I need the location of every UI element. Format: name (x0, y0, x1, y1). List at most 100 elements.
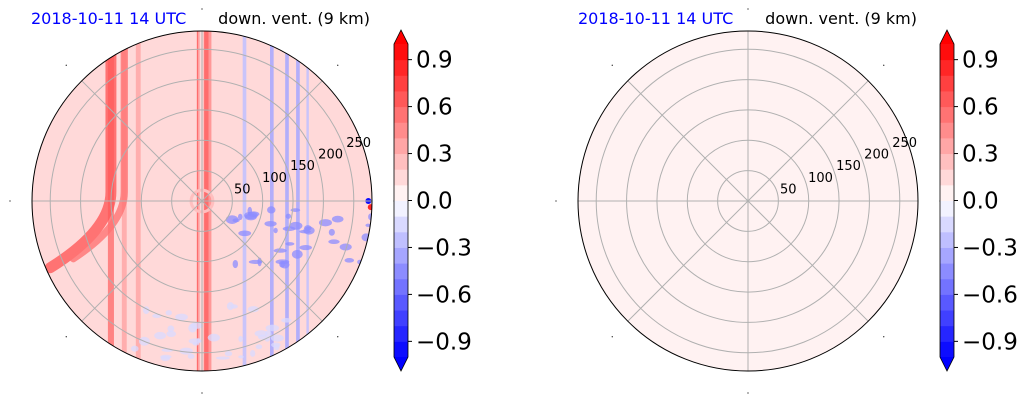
field-blob (207, 333, 220, 342)
colorbar-tick-label: 0.6 (416, 95, 453, 121)
colorbar-segment (394, 263, 408, 280)
left-time-label: 2018-10-11 14 UTC (31, 9, 186, 28)
colorbar-segment (394, 90, 408, 108)
field-blob (192, 341, 200, 346)
colorbar-extend-top (940, 30, 954, 44)
radial-tick-label: 50 (780, 182, 797, 197)
polar-outline (577, 30, 919, 372)
colorbar-tick-label: 0.3 (962, 142, 999, 168)
outer-tick-dot (65, 336, 67, 338)
field-blob (238, 230, 252, 237)
angular-gridline (747, 80, 869, 202)
colorbar-segment (940, 247, 954, 264)
left-colorbar: 0.9 0.6 0.3 0.0 −0.3 −0.6 −0.9 (393, 29, 472, 372)
radial-tick-label: 250 (346, 136, 371, 151)
colorbar-segment (394, 325, 408, 342)
field-blob (299, 245, 312, 251)
field-blob (279, 260, 286, 268)
outer-tick-dot (337, 336, 339, 338)
outer-tick-dot (201, 8, 203, 10)
angular-gridline (201, 80, 323, 202)
colorbar-segment (394, 153, 408, 170)
colorbar-segment (940, 263, 954, 280)
colorbar-tick-label: 0.3 (416, 142, 453, 168)
colorbar-tick-label: 0.6 (962, 95, 999, 121)
field-blob (232, 259, 239, 269)
colorbar-segment (940, 44, 954, 61)
outer-tick-dot (883, 64, 885, 66)
outer-tick-dot (611, 336, 613, 338)
field-blob (250, 350, 256, 357)
outer-tick-dot (747, 392, 749, 394)
colorbar-tick-label: −0.3 (962, 235, 1018, 261)
field-blob (331, 215, 344, 223)
angular-gridline (201, 200, 323, 322)
outer-tick-dot (201, 392, 203, 394)
field-blob (167, 325, 175, 333)
radial-tick-label: 100 (808, 171, 833, 186)
colorbar-segment (394, 294, 408, 311)
colorbar-outline (393, 29, 409, 372)
colorbar-outline (939, 29, 955, 372)
colorbar-segment (394, 184, 408, 201)
outer-tick-dot (337, 64, 339, 66)
colorbar-segment (394, 169, 408, 186)
colorbar-segment (394, 44, 408, 61)
colorbar-segment (940, 153, 954, 170)
field-blob (273, 227, 278, 234)
field-blob (289, 221, 303, 230)
colorbar-tick-label: −0.9 (416, 329, 472, 355)
colorbar-tick-label: −0.6 (416, 282, 472, 308)
colorbar-segment (394, 200, 408, 217)
outer-tick-dot (747, 8, 749, 10)
field-blob (188, 323, 197, 333)
colorbar-tick-label: −0.6 (962, 282, 1018, 308)
field-blob (273, 248, 287, 253)
field-blob (291, 249, 303, 259)
field-blob (303, 226, 315, 235)
radial-tick-label: 250 (892, 136, 917, 151)
angular-gridline (627, 80, 749, 202)
colorbar-segment (394, 59, 408, 76)
colorbar-tick-label: 0.0 (962, 189, 999, 215)
radial-tick-label: 200 (864, 148, 889, 163)
right-time-label: 2018-10-11 14 UTC (578, 9, 733, 28)
right-panel: 2018-10-11 14 UTC down. vent. (9 km) 50 1… (555, 8, 1018, 394)
colorbar-segment (394, 247, 408, 264)
radial-tick-label: 100 (262, 171, 287, 186)
colorbar-segment (940, 216, 954, 233)
colorbar-tick-label: −0.9 (962, 329, 1018, 355)
field-blob (130, 345, 139, 352)
field-blob (344, 258, 355, 263)
field-blob (187, 353, 195, 359)
field-blob (285, 242, 295, 246)
field-blob (166, 330, 177, 338)
radial-tick-label: 150 (290, 159, 315, 174)
colorbar-segment (394, 231, 408, 248)
colorbar-extend-bottom (940, 357, 954, 371)
colorbar-segment (940, 59, 954, 76)
colorbar-segment (940, 278, 954, 295)
polar-outline (31, 30, 373, 372)
radial-tick-label: 150 (836, 159, 861, 174)
angular-gridline (747, 200, 869, 322)
outer-tick-dot (9, 200, 11, 202)
outer-tick-dot (611, 64, 613, 66)
colorbar-segment (940, 122, 954, 139)
field-blob (179, 347, 193, 355)
field-blob (339, 243, 352, 251)
colorbar-segment (940, 231, 954, 248)
field-blob (247, 306, 259, 313)
colorbar-segment (940, 169, 954, 186)
field-blob (255, 344, 263, 350)
radial-tick-label: 200 (318, 148, 343, 163)
field-blob (265, 324, 280, 332)
angular-gridline (81, 200, 203, 322)
field-blob (264, 330, 272, 339)
angular-gridline (81, 80, 203, 202)
field-blob (328, 239, 340, 245)
field-blob (328, 228, 335, 236)
colorbar-segment (394, 310, 408, 327)
colorbar-segment (940, 75, 954, 92)
